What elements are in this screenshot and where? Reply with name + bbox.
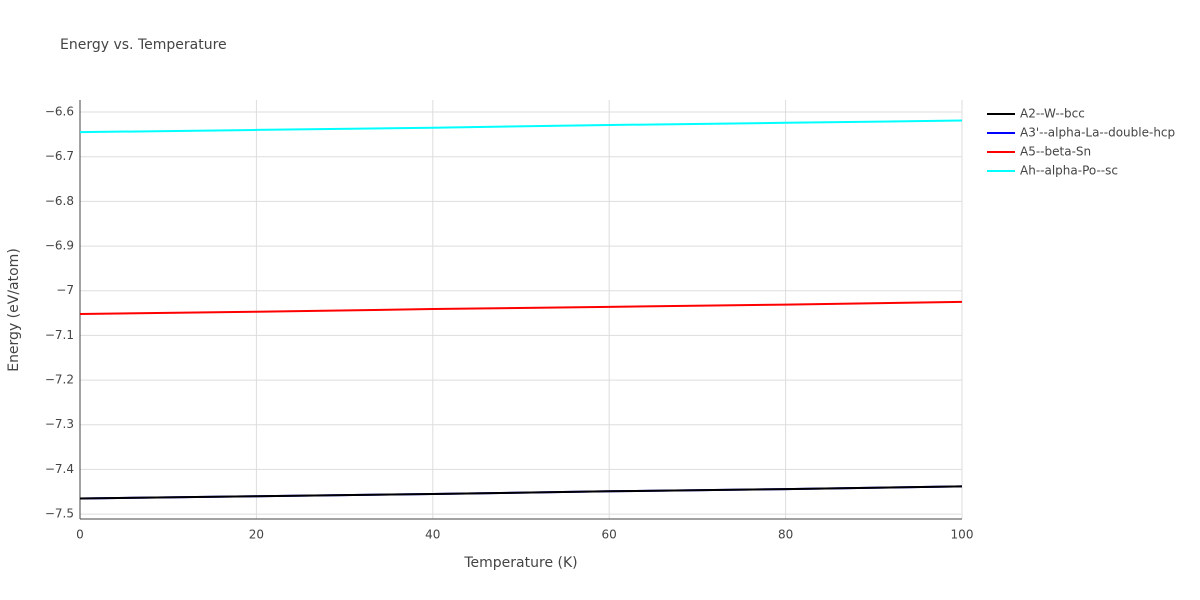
series-line [79, 485, 963, 500]
x-axis-title: Temperature (K) [463, 555, 577, 571]
x-tick-label: 100 [951, 528, 974, 542]
y-tick-label: −7.4 [45, 462, 74, 476]
y-tick-label: −7.3 [45, 417, 74, 431]
y-tick-label: −7.2 [45, 373, 74, 387]
x-tick-label: 60 [602, 528, 617, 542]
legend-label: A3'--alpha-La--double-hcp [1020, 126, 1175, 140]
x-tick-label: 20 [249, 528, 264, 542]
series-line [79, 300, 963, 315]
legend-label: A5--beta-Sn [1020, 145, 1091, 159]
series-line [79, 119, 963, 134]
x-tick-label: 80 [778, 528, 793, 542]
y-tick-label: −6.7 [45, 149, 74, 163]
legend-label: Ah--alpha-Po--sc [1020, 164, 1118, 178]
y-tick-label: −7.5 [45, 507, 74, 521]
x-tick-label: 0 [76, 528, 84, 542]
y-tick-label: −7 [56, 283, 74, 297]
y-tick-label: −6.8 [45, 194, 74, 208]
chart-title: Energy vs. Temperature [60, 37, 227, 53]
y-tick-label: −6.6 [45, 105, 74, 119]
legend-label: A2--W--bcc [1020, 107, 1085, 121]
y-tick-label: −7.1 [45, 328, 74, 342]
y-axis-title: Energy (eV/atom) [6, 248, 22, 372]
y-tick-label: −6.9 [45, 239, 74, 253]
x-tick-label: 40 [425, 528, 440, 542]
